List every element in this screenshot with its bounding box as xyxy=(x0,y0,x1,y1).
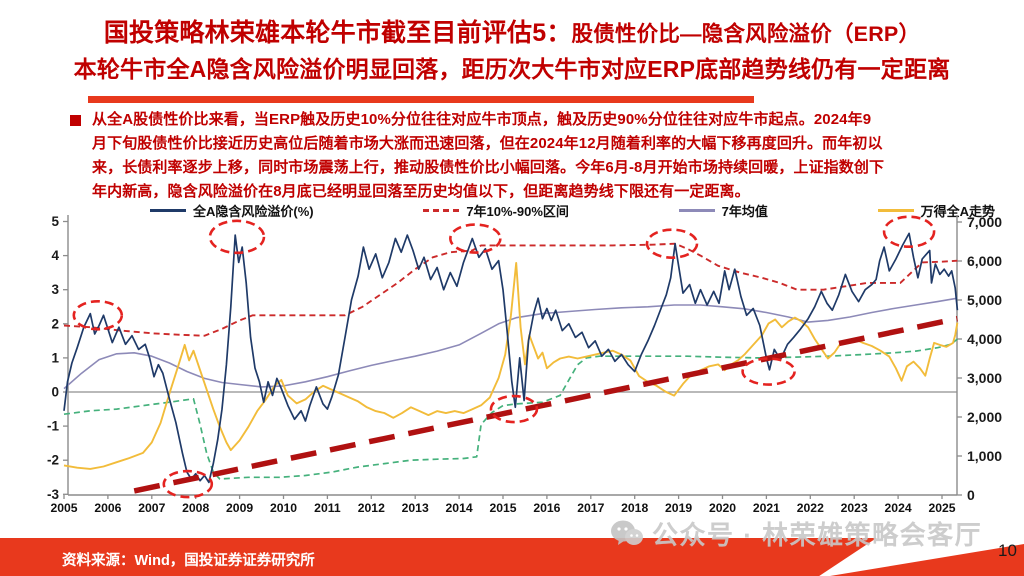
summary-bullet: 从全A股债性价比来看，当ERP触及历史10%分位往往对应牛市顶点，触及历史90%… xyxy=(70,108,970,204)
svg-text:4: 4 xyxy=(51,248,59,263)
series-mean7 xyxy=(63,297,958,390)
svg-text:2025: 2025 xyxy=(928,501,955,515)
svg-text:2020: 2020 xyxy=(709,501,736,515)
series-band_upper xyxy=(63,242,958,337)
svg-text:5: 5 xyxy=(51,214,59,229)
highlight-ellipse xyxy=(882,215,936,249)
erp-line-swatch-icon xyxy=(150,209,186,212)
legend-item-band: 7年10%-90%区间 xyxy=(423,201,569,220)
bullet-square-icon xyxy=(70,115,81,126)
svg-text:-3: -3 xyxy=(47,487,59,502)
title-line-1-rest: 股债性价比—隐含风险溢价（ERP） xyxy=(571,22,921,46)
svg-text:3,000: 3,000 xyxy=(967,370,1002,386)
svg-text:2009: 2009 xyxy=(226,501,253,515)
svg-text:4,000: 4,000 xyxy=(967,331,1002,347)
title-line-2: 本轮牛市全A隐含风险溢价明显回落，距历次大牛市对应ERP底部趋势线仍有一定距离 xyxy=(73,56,951,82)
highlight-ellipse xyxy=(72,299,124,331)
svg-text:2,000: 2,000 xyxy=(967,409,1002,425)
svg-text:2012: 2012 xyxy=(358,501,385,515)
highlight-ellipse xyxy=(208,219,266,255)
highlight-ellipse xyxy=(489,394,539,424)
bullet-text-line: 来，长债利率逐步上移，同时市场震荡上行，推动股债性价比小幅回落。今年6月-8月开… xyxy=(92,159,885,176)
footer-red-banner xyxy=(0,538,877,576)
svg-text:0: 0 xyxy=(967,487,975,503)
legend-label: 万得全A走势 xyxy=(920,204,995,219)
trend-line xyxy=(133,315,958,494)
svg-text:-2: -2 xyxy=(47,453,59,468)
series-windA xyxy=(63,261,959,470)
svg-text:2007: 2007 xyxy=(138,501,165,515)
svg-text:2015: 2015 xyxy=(489,501,516,515)
legend-item-index: 万得全A走势 xyxy=(877,201,995,220)
highlight-ellipse xyxy=(741,357,796,386)
mean-line-swatch-icon xyxy=(678,209,715,212)
legend-label: 全A隐含风险溢价(%) xyxy=(193,204,314,219)
svg-text:6,000: 6,000 xyxy=(967,253,1002,269)
svg-text:2019: 2019 xyxy=(665,501,692,515)
title-line-1: 国投策略林荣雄本轮牛市截至目前评估5：股债性价比—隐含风险溢价（ERP） xyxy=(0,14,1024,53)
svg-text:2008: 2008 xyxy=(182,501,209,515)
chart-legend: 全A隐含风险溢价(%) 7年10%-90%区间 7年均值 万得全A走势 xyxy=(150,201,995,220)
watermark: 公众号 · 林荣雄策略会客厅 xyxy=(610,515,982,552)
series-band_lower xyxy=(63,338,958,480)
index-line-swatch-icon xyxy=(877,209,914,212)
svg-text:2023: 2023 xyxy=(841,501,868,515)
bullet-text-line: 年内新高，隐含风险溢价在8月底已经明显回落至历史均值以下，但距离趋势线下限还有一… xyxy=(92,183,750,200)
svg-text:2022: 2022 xyxy=(797,501,824,515)
highlight-ellipse xyxy=(645,228,699,259)
svg-text:2017: 2017 xyxy=(577,501,604,515)
svg-text:3: 3 xyxy=(51,282,59,297)
page-number: 10 xyxy=(998,541,1017,560)
svg-text:2006: 2006 xyxy=(94,501,121,515)
svg-text:2021: 2021 xyxy=(753,501,780,515)
svg-text:2024: 2024 xyxy=(885,501,912,515)
highlight-ellipse xyxy=(162,469,214,499)
watermark-text: 公众号 · 林荣雄策略会客厅 xyxy=(652,520,983,550)
highlight-ellipse xyxy=(449,223,502,254)
svg-text:1: 1 xyxy=(51,350,59,365)
svg-text:0: 0 xyxy=(51,385,59,400)
legend-label: 7年均值 xyxy=(721,204,768,219)
legend-item-mean: 7年均值 xyxy=(678,201,768,220)
svg-text:1,000: 1,000 xyxy=(967,448,1002,464)
svg-text:2011: 2011 xyxy=(314,501,341,515)
title-divider-bar xyxy=(88,96,754,103)
legend-item-erp: 全A隐含风险溢价(%) xyxy=(150,201,314,220)
series-erp xyxy=(63,232,959,484)
svg-text:2010: 2010 xyxy=(270,501,297,515)
title-line-1-strong: 国投策略林荣雄本轮牛市截至目前评估5： xyxy=(103,19,572,47)
svg-text:2005: 2005 xyxy=(50,501,77,515)
svg-text:2013: 2013 xyxy=(402,501,429,515)
svg-text:2014: 2014 xyxy=(446,501,473,515)
svg-text:5,000: 5,000 xyxy=(967,292,1002,308)
bullet-text-line: 月下旬股债性价比接近历史高位后随着市场大涨而迅速回落，但在2024年12月随着利… xyxy=(92,135,883,152)
page-title: 国投策略林荣雄本轮牛市截至目前评估5：股债性价比—隐含风险溢价（ERP） 本轮牛… xyxy=(0,14,1024,86)
bullet-text-line: 从全A股债性价比来看，当ERP触及历史10%分位往往对应牛市顶点，触及历史90%… xyxy=(92,111,872,128)
band-line-swatch-icon xyxy=(423,209,460,212)
svg-text:7,000: 7,000 xyxy=(967,214,1002,230)
svg-text:-1: -1 xyxy=(47,419,59,434)
svg-text:2018: 2018 xyxy=(621,501,648,515)
wechat-icon xyxy=(611,520,643,545)
data-source-note: 资料来源：Wind，国投证券证券研究所 xyxy=(62,553,315,569)
legend-label: 7年10%-90%区间 xyxy=(466,204,569,219)
svg-text:2: 2 xyxy=(51,316,59,331)
svg-text:2016: 2016 xyxy=(533,501,560,515)
